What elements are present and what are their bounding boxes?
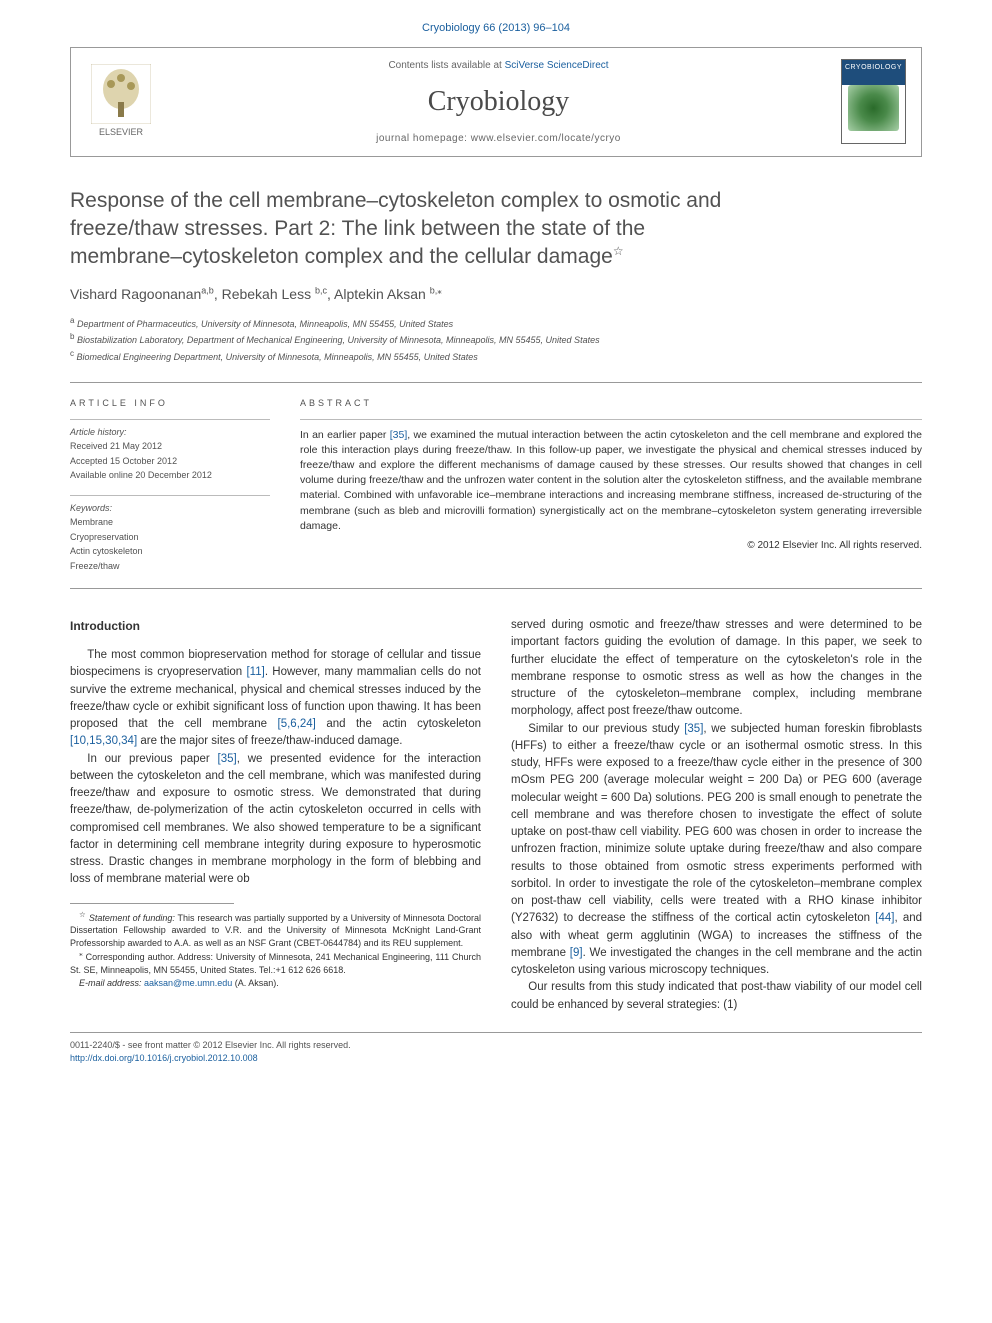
cover-image-icon: [848, 85, 898, 131]
journal-name: Cryobiology: [156, 81, 841, 123]
author-3: , Alptekin Aksan: [327, 286, 430, 302]
affiliations: a Department of Pharmaceutics, Universit…: [70, 315, 922, 365]
c2p3: Our results from this study indicated th…: [511, 979, 922, 1014]
author-3-corresponding-marker: ⁎: [437, 285, 442, 295]
title-line-3: membrane–cytoskeleton complex and the ce…: [70, 245, 613, 268]
journal-cover-thumbnail: CRYOBIOLOGY: [841, 59, 906, 144]
column-right: served during osmotic and freeze/thaw st…: [511, 617, 922, 1014]
ref-link-11[interactable]: [11]: [246, 666, 264, 678]
sciencedirect-link[interactable]: SciVerse ScienceDirect: [505, 60, 609, 71]
received-date: Received 21 May 2012: [70, 440, 270, 454]
author-1-affil: a,b: [201, 285, 214, 295]
email-link[interactable]: aaksan@me.umn.edu: [144, 978, 232, 988]
doi-link[interactable]: http://dx.doi.org/10.1016/j.cryobiol.201…: [70, 1053, 258, 1063]
abstract-text: In an earlier paper [35], we examined th…: [300, 428, 922, 535]
cover-title: CRYOBIOLOGY: [842, 60, 905, 74]
c2p2-b: , we subjected human foreskin fibroblast…: [511, 723, 922, 925]
ref-link-44[interactable]: [44]: [875, 912, 894, 924]
bottom-bar: 0011-2240/$ - see front matter © 2012 El…: [70, 1032, 922, 1066]
ref-link-9[interactable]: [9]: [570, 947, 583, 959]
abstract-label: abstract: [300, 397, 922, 411]
footnotes: ☆ Statement of funding: This research wa…: [70, 910, 481, 990]
homepage-line: journal homepage: www.elsevier.com/locat…: [156, 131, 841, 146]
column-left: Introduction The most common biopreserva…: [70, 617, 481, 1014]
keyword: Cryopreservation: [70, 531, 270, 545]
ref-link-35[interactable]: [35]: [390, 429, 408, 441]
affiliation-b: Biostabilization Laboratory, Department …: [77, 335, 600, 345]
body-two-column: Introduction The most common biopreserva…: [70, 617, 922, 1014]
section-heading-introduction: Introduction: [70, 617, 481, 635]
accepted-date: Accepted 15 October 2012: [70, 455, 270, 469]
publisher-name: ELSEVIER: [99, 126, 143, 140]
funding-marker: ☆: [79, 910, 86, 919]
abstract-column: abstract In an earlier paper [35], we ex…: [300, 397, 922, 574]
footnote-separator: [70, 903, 234, 904]
article-title: Response of the cell membrane–cytoskelet…: [70, 187, 922, 272]
intro-p1-d: are the major sites of freeze/thaw-induc…: [137, 735, 402, 747]
email-label: E-mail address:: [79, 978, 144, 988]
article-info-label: article info: [70, 397, 270, 411]
keyword: Actin cytoskeleton: [70, 545, 270, 559]
abstract-post: , we examined the mutual interaction bet…: [300, 429, 922, 532]
ref-link-5-6-24[interactable]: [5,6,24]: [278, 718, 316, 730]
title-footnote-marker: ☆: [613, 244, 624, 258]
main-content: Response of the cell membrane–cytoskelet…: [0, 177, 992, 1096]
citation-line: Cryobiology 66 (2013) 96–104: [0, 0, 992, 47]
email-suffix: (A. Aksan).: [232, 978, 279, 988]
citation-link[interactable]: Cryobiology 66 (2013) 96–104: [422, 22, 570, 34]
info-abstract-row: article info Article history: Received 2…: [70, 382, 922, 589]
homepage-prefix: journal homepage:: [376, 133, 471, 144]
header-center: Contents lists available at SciVerse Sci…: [156, 58, 841, 146]
funding-label: Statement of funding:: [89, 913, 175, 923]
issn-line: 0011-2240/$ - see front matter © 2012 El…: [70, 1039, 922, 1053]
divider: [300, 419, 922, 420]
title-line-1: Response of the cell membrane–cytoskelet…: [70, 189, 721, 212]
ref-link-35[interactable]: [35]: [684, 723, 703, 735]
intro-continued: served during osmotic and freeze/thaw st…: [511, 617, 922, 721]
affiliation-c: Biomedical Engineering Department, Unive…: [77, 352, 478, 362]
divider: [70, 419, 270, 420]
abstract-pre: In an earlier paper: [300, 429, 390, 441]
keyword: Freeze/thaw: [70, 560, 270, 574]
c2p2-a: Similar to our previous study: [528, 723, 684, 735]
homepage-url[interactable]: www.elsevier.com/locate/ycryo: [471, 133, 621, 144]
contents-prefix: Contents lists available at: [388, 60, 504, 71]
author-2-affil: b,c: [315, 285, 327, 295]
article-info-column: article info Article history: Received 2…: [70, 397, 270, 574]
elsevier-tree-icon: [91, 64, 151, 124]
contents-available-line: Contents lists available at SciVerse Sci…: [156, 58, 841, 73]
affiliation-a: Department of Pharmaceutics, University …: [77, 319, 453, 329]
intro-p2-b: , we presented evidence for the interact…: [70, 753, 481, 886]
abstract-copyright: © 2012 Elsevier Inc. All rights reserved…: [300, 538, 922, 553]
history-label: Article history:: [70, 426, 270, 440]
keywords-label: Keywords:: [70, 502, 270, 516]
ref-link-35[interactable]: [35]: [218, 753, 237, 765]
divider: [70, 495, 270, 496]
authors-line: Vishard Ragoonanana,b, Rebekah Less b,c,…: [70, 284, 922, 305]
corresponding-text: Corresponding author. Address: Universit…: [70, 952, 481, 975]
author-2: , Rebekah Less: [214, 286, 315, 302]
intro-p2-a: In our previous paper: [87, 753, 217, 765]
elsevier-logo: ELSEVIER: [86, 62, 156, 142]
title-line-2: freeze/thaw stresses. Part 2: The link b…: [70, 217, 645, 240]
online-date: Available online 20 December 2012: [70, 469, 270, 483]
author-1: Vishard Ragoonanan: [70, 286, 201, 302]
intro-p1-c: and the actin cytoskeleton: [316, 718, 481, 730]
keyword: Membrane: [70, 516, 270, 530]
journal-header: ELSEVIER Contents lists available at Sci…: [70, 47, 922, 157]
ref-link-10-15-30-34[interactable]: [10,15,30,34]: [70, 735, 137, 747]
